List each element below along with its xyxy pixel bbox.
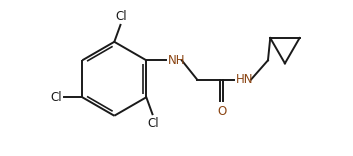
- Text: NH: NH: [168, 54, 185, 67]
- Text: Cl: Cl: [148, 117, 159, 129]
- Text: Cl: Cl: [50, 91, 61, 104]
- Text: Cl: Cl: [115, 10, 127, 23]
- Text: O: O: [217, 105, 226, 118]
- Text: HN: HN: [236, 73, 253, 86]
